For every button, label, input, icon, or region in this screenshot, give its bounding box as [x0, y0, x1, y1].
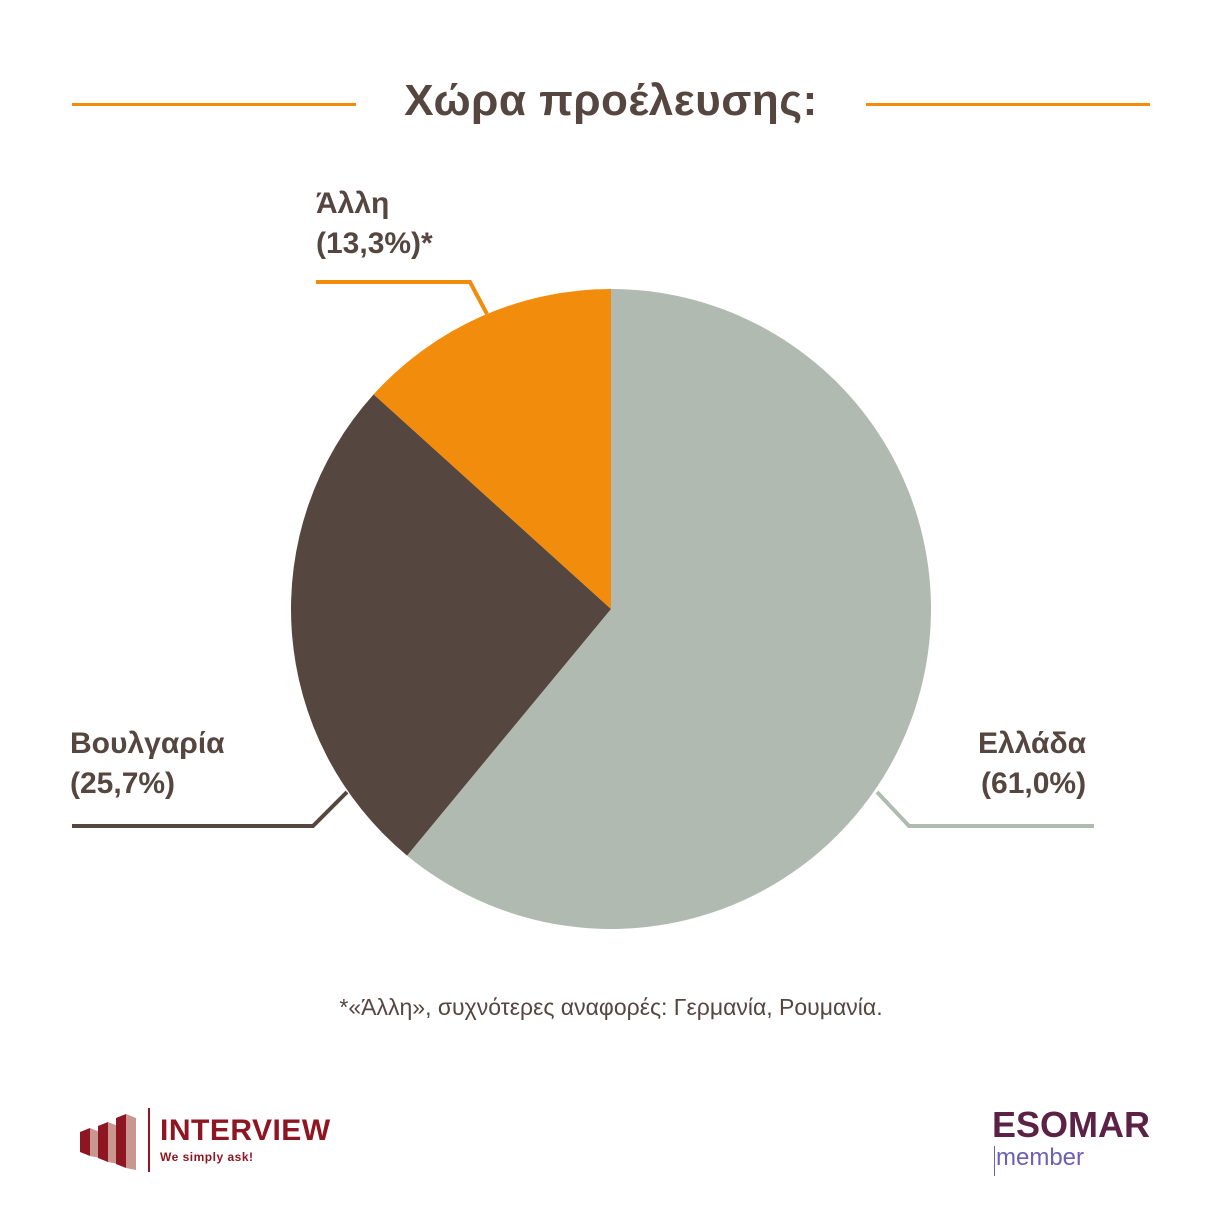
- pie-slice-greece: [407, 289, 932, 930]
- title-rule-left: [72, 103, 356, 106]
- slice-name-other: Άλλη: [316, 187, 390, 220]
- slice-value-greece: (61,0%): [981, 767, 1087, 800]
- title-rule-right: [866, 103, 1150, 106]
- esomar-divider: [994, 1146, 995, 1176]
- slice-value-other: (13,3%)*: [316, 227, 433, 260]
- leader-line-other: [316, 280, 489, 315]
- slice-label-bulgaria: Βουλγαρία (25,7%): [70, 724, 225, 804]
- interview-tagline: We simply ask!: [160, 1150, 254, 1164]
- slice-label-greece: Ελλάδα (61,0%): [978, 724, 1086, 804]
- pie-slice-bulgaria: [291, 394, 611, 856]
- esomar-member: member: [996, 1144, 1085, 1171]
- interview-wordmark: INTERVIEW: [160, 1114, 331, 1147]
- slice-name-greece: Ελλάδα: [978, 727, 1087, 760]
- leader-line-bulgaria: [72, 790, 349, 828]
- chart-title: Χώρα προέλευσης:: [404, 76, 818, 125]
- slice-label-other: Άλλη (13,3%)*: [316, 184, 433, 264]
- slice-name-bulgaria: Βουλγαρία: [70, 727, 225, 760]
- interview-logo: INTERVIEW We simply ask!: [78, 1106, 348, 1176]
- pie-slice-other: [373, 289, 611, 609]
- leader-line-greece: [875, 790, 1094, 828]
- bar-chart-buildings-icon: [80, 1108, 150, 1172]
- slice-value-bulgaria: (25,7%): [70, 767, 176, 800]
- footnote: *«Άλλη», συχνότερες αναφορές: Γερμανία, …: [339, 994, 883, 1020]
- esomar-wordmark: ESOMAR: [992, 1104, 1151, 1145]
- esomar-logo: ESOMAR member: [990, 1104, 1160, 1176]
